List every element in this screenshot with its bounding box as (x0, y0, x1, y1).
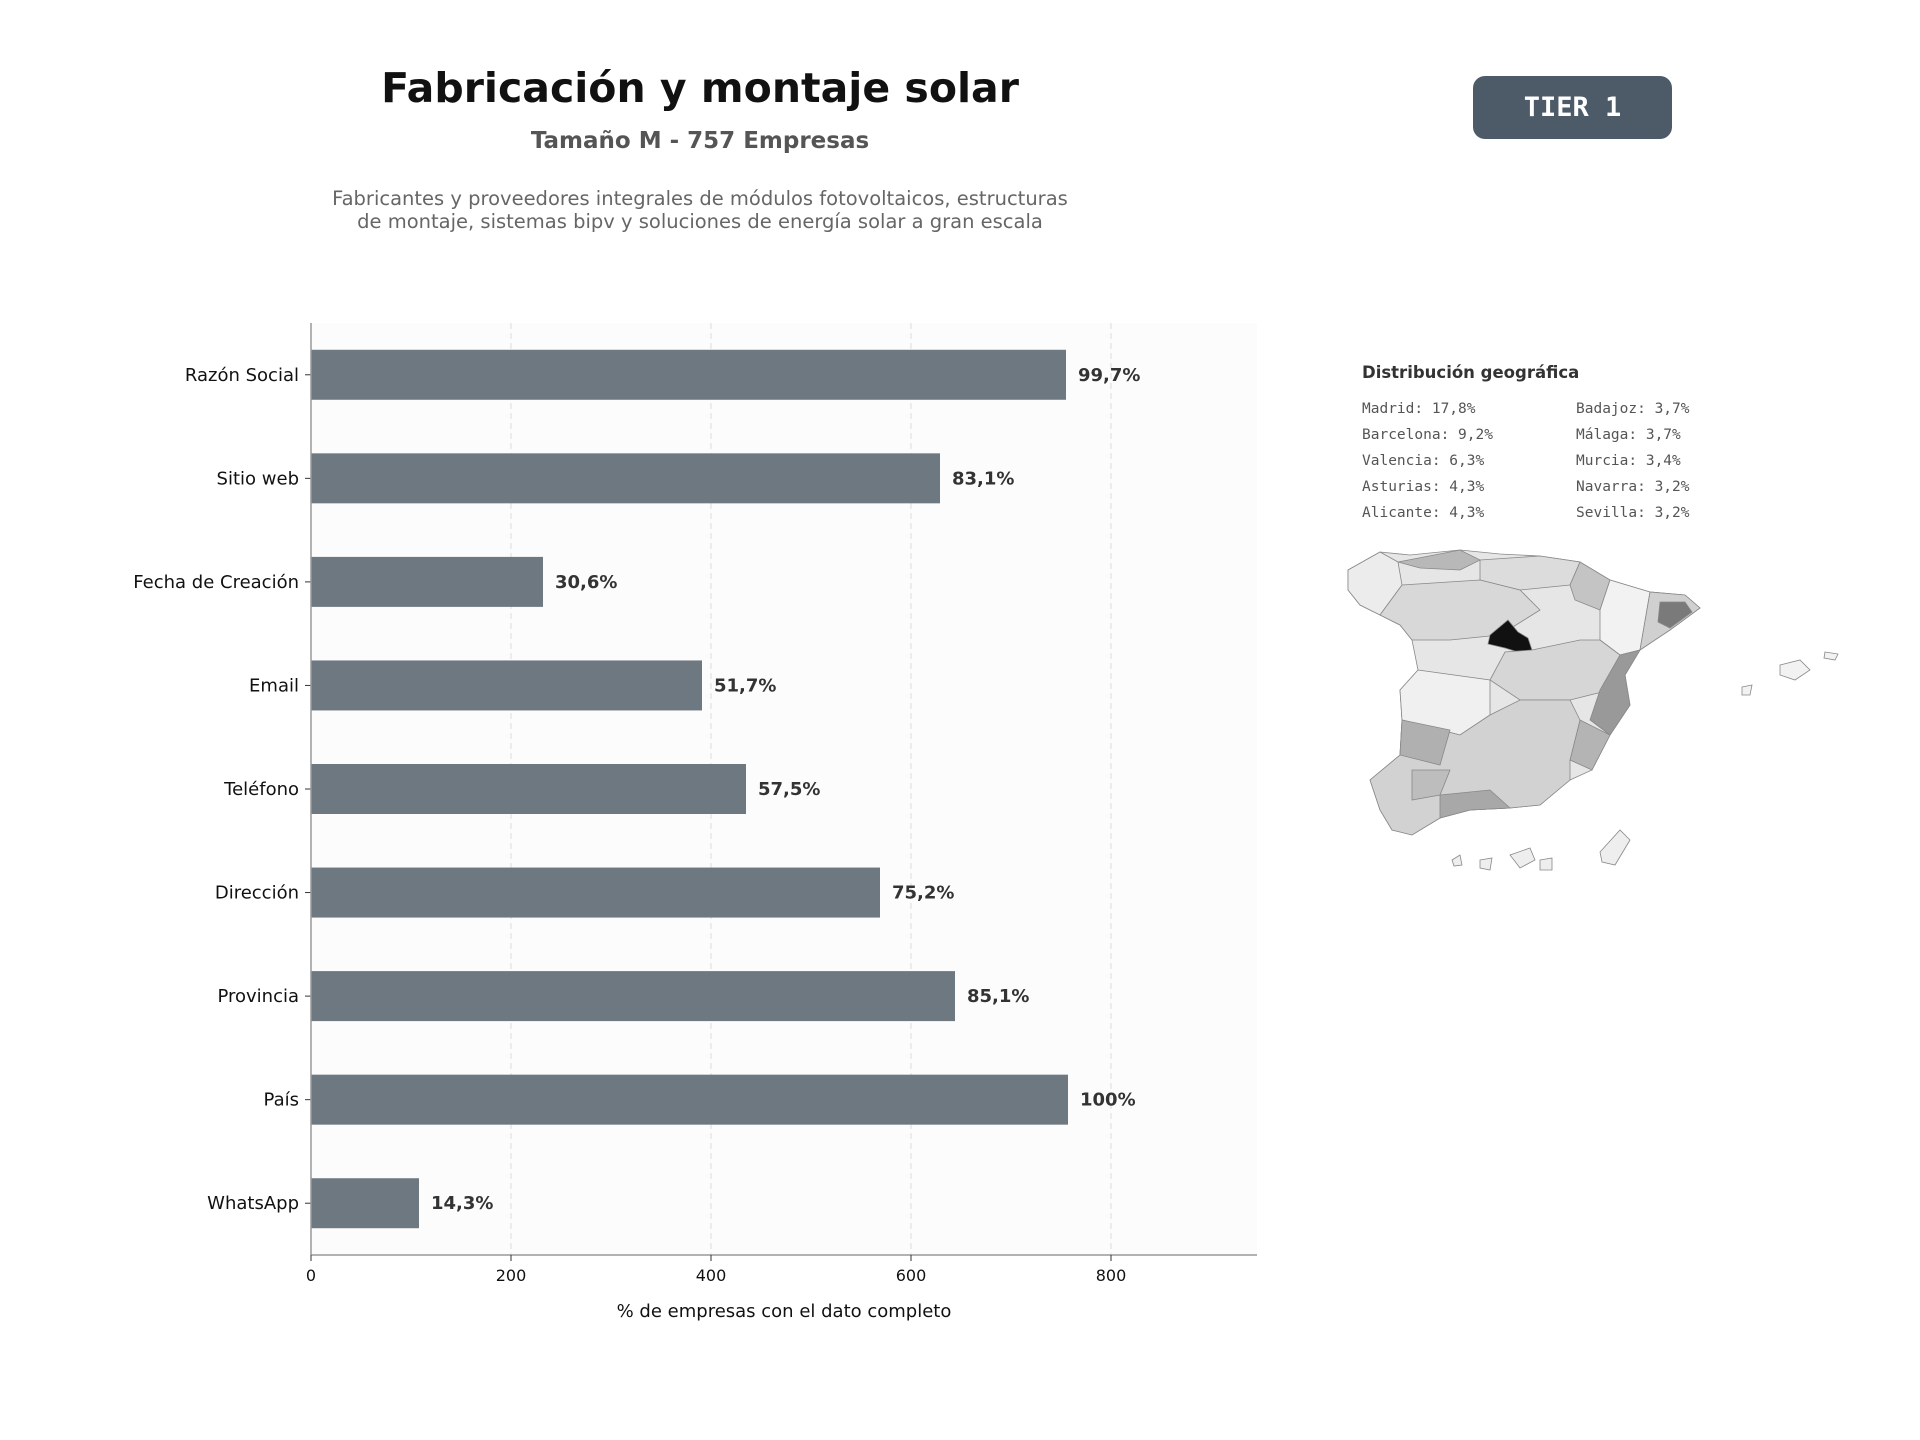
island-canarias-5 (1451, 854, 1463, 867)
region-barcelona (1657, 601, 1693, 629)
bar (311, 556, 543, 607)
region-sevilla (1411, 769, 1451, 801)
bar (311, 453, 940, 504)
region-castilla-mancha (1489, 639, 1621, 701)
region-malaga (1439, 789, 1511, 819)
region-navarra (1569, 561, 1611, 611)
island-canarias-4 (1479, 857, 1493, 871)
x-tick-label: 400 (696, 1266, 727, 1285)
geo-title: Distribución geográfica (1362, 363, 1580, 382)
bar (311, 349, 1066, 400)
category-label: Email (249, 675, 299, 696)
bar (311, 764, 746, 814)
geo-item: Málaga: 3,7% (1576, 427, 1681, 443)
page-title: Fabricación y montaje solar (381, 64, 1019, 112)
geo-item: Badajoz: 3,7% (1576, 401, 1690, 417)
value-label: 75,2% (892, 883, 954, 904)
completeness-bar-chart: Razón Social 99,7% Sitio web 83,1% Fecha de … (133, 323, 1257, 1322)
category-label: WhatsApp (207, 1193, 299, 1214)
x-tick-label: 200 (496, 1266, 527, 1285)
category-label: Provincia (217, 986, 299, 1007)
page-description: Fabricantes y proveedores integrales de … (332, 187, 1068, 233)
tier-badge: TIER 1 (1473, 76, 1672, 139)
value-label: 100% (1080, 1090, 1136, 1111)
x-tick-label: 800 (1096, 1266, 1127, 1285)
bar (311, 971, 955, 1022)
geo-item: Valencia: 6,3% (1362, 453, 1485, 469)
value-label: 30,6% (555, 572, 617, 593)
island-menorca (1823, 651, 1839, 661)
bar (311, 1074, 1068, 1125)
x-tick-label: 0 (306, 1266, 316, 1285)
category-label: País (264, 1090, 299, 1111)
geo-item: Navarra: 3,2% (1576, 479, 1690, 495)
island-canarias-2 (1539, 857, 1553, 871)
island-canarias-1 (1509, 847, 1536, 869)
island-mallorca (1779, 659, 1811, 681)
geo-item: Barcelona: 9,2% (1362, 427, 1493, 443)
geo-item: Sevilla: 3,2% (1576, 505, 1690, 521)
page-subtitle: Tamaño M - 757 Empresas (530, 128, 870, 154)
value-label: 85,1% (967, 986, 1029, 1007)
region-badajoz (1399, 719, 1451, 766)
bar (311, 1178, 419, 1229)
category-label: Teléfono (223, 779, 299, 800)
category-label: Fecha de Creación (133, 572, 299, 593)
category-label: Razón Social (185, 365, 299, 386)
x-tick-label: 600 (896, 1266, 927, 1285)
region-valencia (1589, 649, 1641, 736)
geo-item: Asturias: 4,3% (1362, 479, 1485, 495)
bar (311, 867, 880, 918)
region-asturias (1397, 549, 1481, 571)
geo-item: Madrid: 17,8% (1362, 401, 1476, 417)
value-label: 51,7% (714, 675, 776, 696)
value-label: 57,5% (758, 779, 820, 800)
bar (311, 660, 702, 711)
category-label: Dirección (215, 883, 299, 904)
value-label: 83,1% (952, 468, 1014, 489)
value-label: 99,7% (1078, 365, 1140, 386)
geo-item: Alicante: 4,3% (1362, 505, 1485, 521)
category-label: Sitio web (217, 468, 299, 489)
island-ibiza (1741, 684, 1753, 696)
region-castilla-leon (1379, 579, 1541, 641)
island-canarias-3 (1599, 829, 1631, 866)
geo-distribution-list: Madrid: 17,8% Badajoz: 3,7% Barcelona: 9… (1362, 400, 1722, 522)
geo-item: Murcia: 3,4% (1576, 453, 1681, 469)
x-axis-label: % de empresas con el dato completo (617, 1301, 952, 1322)
spain-choropleth-map (1347, 549, 1839, 871)
value-label: 14,3% (431, 1193, 493, 1214)
